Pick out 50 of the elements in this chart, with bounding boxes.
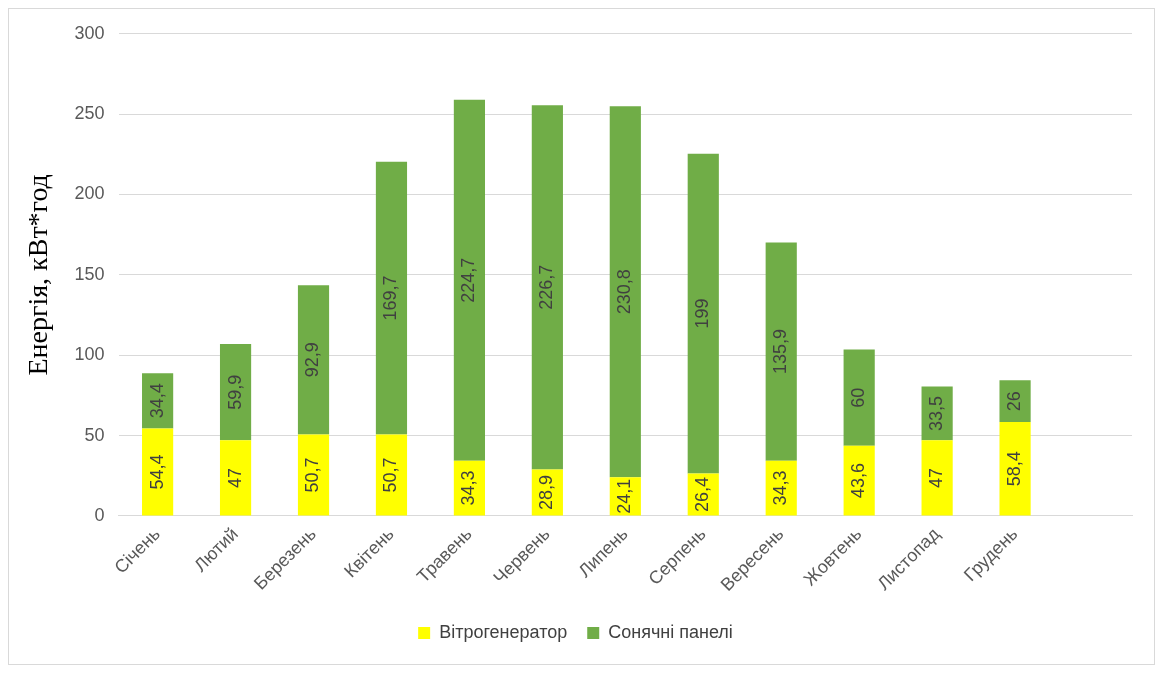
legend-label: Сонячні панелі [608,621,733,642]
data-label: 169,7 [380,275,401,321]
data-label: 58,4 [1004,451,1025,487]
bar [297,434,330,516]
data-label: 34,3 [770,470,791,506]
y-tick-label: 300 [74,22,105,43]
data-label: 230,8 [614,269,635,315]
data-label: 135,9 [770,329,791,375]
y-tick-label: 100 [74,344,105,365]
data-label: 59,9 [224,374,245,410]
data-label: 224,7 [458,257,479,303]
bar [609,106,641,478]
data-label: 24,1 [614,478,635,514]
data-label: 47 [926,467,947,488]
bar [999,422,1031,516]
data-label: 54,4 [146,454,167,490]
y-tick-label: 50 [84,424,105,445]
data-label: 34,4 [146,383,167,419]
data-label: 226,7 [536,264,557,310]
bar [297,285,330,435]
data-label: 92,9 [302,342,323,378]
y-tick-label: 0 [94,504,105,525]
bar [765,242,797,461]
y-tick-label: 150 [74,263,105,284]
bar [375,434,408,516]
y-tick-label: 250 [74,103,105,124]
data-label: 33,5 [926,395,947,431]
data-label: 60 [848,387,869,408]
data-label: 199 [692,298,713,329]
bar [375,161,408,435]
bar [453,99,485,461]
bar [531,105,563,470]
data-label: 26 [1004,391,1025,412]
bar [999,380,1031,423]
legend-label: Вітрогенератор [439,621,568,642]
data-label: 28,9 [536,474,557,510]
bar [142,428,174,516]
data-label: 50,7 [380,457,401,493]
bar [921,440,953,516]
data-label: 50,7 [302,457,323,493]
bar [843,349,875,446]
bar [687,153,719,474]
y-axis-title: Енергія, кВт*год [22,174,54,376]
bar [219,440,252,516]
data-label: 34,3 [458,470,479,506]
y-tick-label: 200 [74,183,105,204]
data-label: 43,6 [848,463,869,499]
data-label: 47 [224,467,245,488]
bar [219,344,252,441]
data-label: 26,4 [692,476,713,512]
